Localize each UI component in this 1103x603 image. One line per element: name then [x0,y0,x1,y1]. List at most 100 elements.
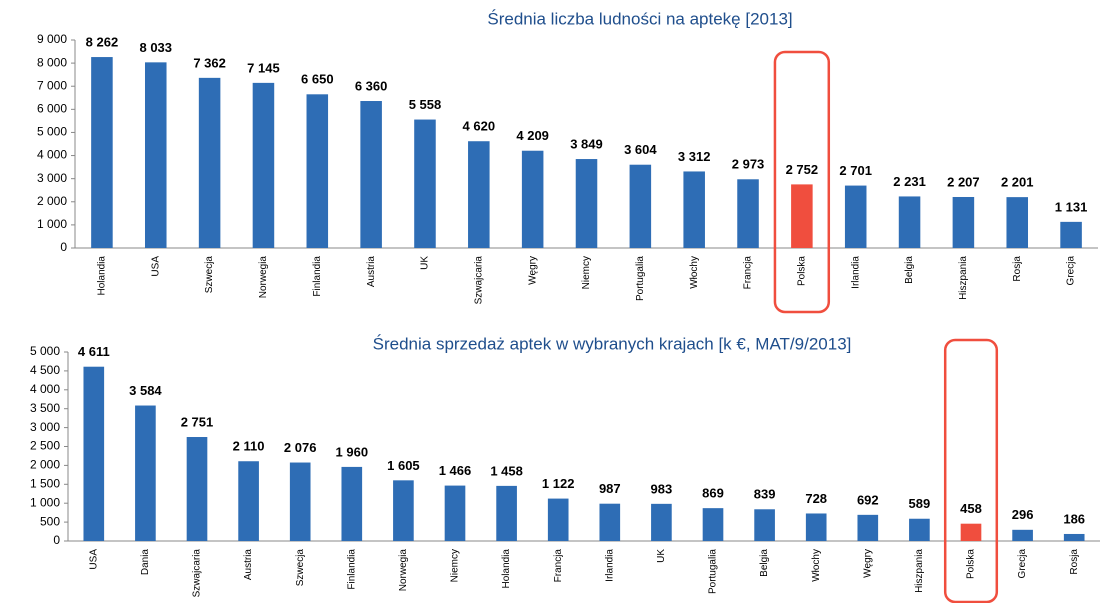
x-tick-label: Irlandia [604,549,615,582]
x-tick-label: Dania [140,549,151,576]
value-label: 1 466 [439,463,472,478]
x-tick-label: Rosja [1012,256,1023,282]
y-tick-label: 5 000 [37,125,67,139]
x-tick-label: Niemcy [581,256,592,289]
value-label: 8 033 [139,40,172,55]
bar [791,184,813,248]
bar [651,503,672,541]
x-tick-label: USA [150,256,161,277]
y-tick-label: 9 000 [37,32,67,46]
x-tick-label: Szwecja [204,256,215,294]
x-tick-label: Włochy [689,256,700,289]
bar [737,179,759,248]
x-tick-label: Węgry [527,256,538,285]
y-tick-label: 500 [40,514,60,528]
y-tick-label: 0 [53,533,60,547]
value-label: 4 209 [516,128,549,143]
bar [521,150,544,248]
x-tick-label: Grecja [1066,256,1077,286]
y-tick-label: 8 000 [37,55,67,69]
bar [238,461,259,541]
x-tick-label: Finlandia [312,256,323,297]
value-label: 1 131 [1055,199,1088,214]
x-tick-label: Szwajcaria [192,549,203,598]
bar [547,498,569,541]
bar [360,101,382,248]
bar [844,185,867,248]
value-label: 692 [857,492,879,507]
value-label: 7 145 [247,60,280,75]
y-tick-label: 3 000 [37,171,67,185]
bar [135,405,156,541]
y-tick-label: 7 000 [37,78,67,92]
value-label: 728 [805,491,827,506]
y-tick-label: 2 500 [30,439,60,453]
bar [805,513,827,541]
highlight-box [773,50,831,314]
value-label: 589 [909,496,931,511]
x-tick-label: Rosja [1069,549,1080,575]
value-label: 987 [599,481,621,496]
x-tick-label: Austria [366,256,377,288]
value-label: 6 650 [301,72,334,87]
value-label: 3 604 [624,142,657,157]
y-tick-label: 2 000 [30,458,60,472]
value-label: 2 973 [732,157,765,172]
bar [1012,529,1033,541]
y-tick-label: 3 000 [30,420,60,434]
value-label: 2 751 [181,414,214,429]
x-tick-label: Holandia [501,549,512,589]
y-tick-label: 4 500 [30,363,60,377]
bar [468,141,490,248]
x-tick-label: Francja [743,256,754,290]
x-tick-label: Austria [243,549,254,581]
x-tick-label: Francja [553,549,564,583]
bar [599,503,621,541]
value-label: 7 362 [193,55,226,70]
value-label: 3 849 [570,136,603,151]
bar [960,523,982,541]
x-tick-label: Norwegia [258,256,269,299]
value-label: 8 262 [86,34,119,49]
y-tick-label: 2 000 [37,194,67,208]
highlight-box [943,338,999,603]
bar [414,119,436,248]
value-label: 4 611 [78,344,110,359]
bar [909,518,930,541]
x-tick-label: Portugalia [708,549,719,594]
bar [952,196,975,248]
x-tick-label: USA [88,549,99,570]
value-label: 869 [702,486,724,501]
x-tick-label: Holandia [97,256,108,296]
value-label: 4 620 [463,119,496,134]
x-tick-label: Portugalia [635,256,646,301]
value-label: 2 752 [786,162,819,177]
value-label: 2 201 [1001,175,1034,190]
y-tick-label: 4 000 [30,382,60,396]
bar [702,508,724,541]
x-tick-label: Niemcy [450,549,461,582]
value-label: 3 312 [678,149,711,164]
value-label: 1 960 [336,444,369,459]
bar [186,437,208,541]
x-tick-label: Hiszpania [958,256,969,300]
x-tick-label: Hiszpania [914,549,925,593]
bar [144,62,167,248]
x-tick-label: Węgry [862,549,873,578]
bar [1063,533,1085,541]
value-label: 3 584 [129,383,162,398]
bar [91,57,113,248]
y-tick-label: 1 000 [30,495,60,509]
bar [575,159,598,248]
bar [898,196,921,248]
value-label: 2 701 [839,163,872,178]
value-label: 296 [1012,507,1034,522]
bar [683,171,705,248]
value-label: 1 122 [542,476,575,491]
y-tick-label: 1 500 [30,476,60,490]
x-tick-label: Norwegia [398,549,409,592]
value-label: 186 [1063,511,1085,526]
value-label: 2 110 [233,439,265,454]
bar [306,94,329,248]
